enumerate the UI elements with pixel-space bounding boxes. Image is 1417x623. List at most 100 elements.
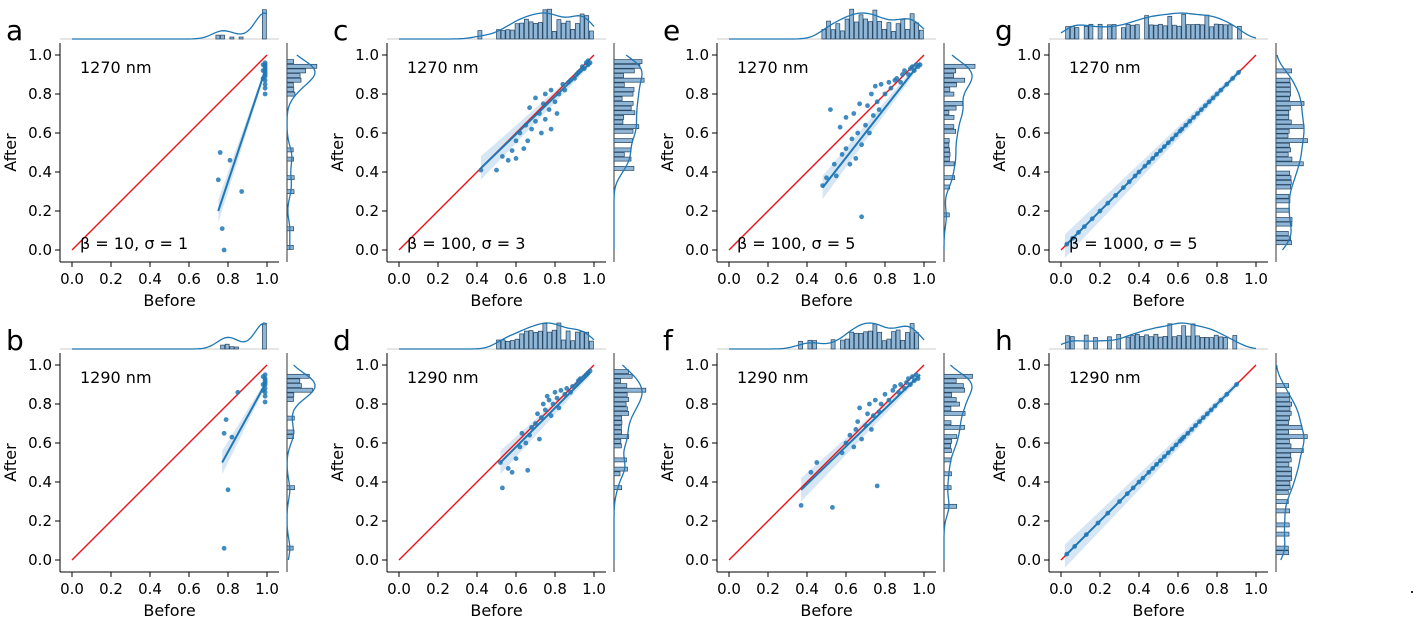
y-tick-label: 1.0: [1017, 356, 1041, 374]
right-hist-bar: [613, 406, 628, 412]
top-hist-bar: [1144, 15, 1149, 40]
data-point: [548, 87, 554, 93]
right-hist-bar: [1275, 91, 1291, 97]
x-tick-label: 0.4: [795, 580, 819, 598]
top-hist-bar: [830, 339, 836, 350]
data-point: [552, 99, 558, 105]
top-hist-bar: [914, 332, 920, 350]
right-hist-bar: [1275, 499, 1289, 504]
y-tick-label: 0.2: [355, 512, 379, 530]
y-tick-label: 0.8: [355, 85, 379, 103]
data-point: [500, 154, 505, 159]
top-hist-bar: [1083, 334, 1089, 350]
top-hist-bar: [863, 331, 868, 350]
x-tick-label: 0.4: [795, 270, 819, 288]
right-hist-bar: [1275, 240, 1292, 246]
top-hist-bar: [579, 13, 585, 40]
x-tick-label: 0.8: [873, 270, 897, 288]
x-tick-label: 1.0: [912, 270, 936, 288]
top-hist-bar: [830, 29, 836, 40]
x-tick-label: 1.0: [912, 580, 936, 598]
x-tick-label: 0.2: [99, 270, 123, 288]
top-kde-curve: [729, 322, 925, 350]
data-point: [882, 391, 888, 397]
right-hist-bar: [943, 124, 955, 129]
top-hist-bar: [1204, 14, 1210, 40]
right-hist-bar: [1275, 490, 1289, 495]
y-tick-label: 0.6: [28, 124, 52, 142]
right-hist-bar: [613, 401, 627, 407]
x-tick-label: 1.0: [1244, 270, 1268, 288]
data-point: [870, 113, 876, 118]
data-point: [513, 138, 519, 144]
panel-letter-g: g: [995, 14, 1013, 47]
panel-letter-c: c: [333, 14, 348, 47]
top-hist-bar: [589, 30, 594, 40]
right-hist-bar: [1275, 87, 1291, 92]
right-hist-bar: [1275, 115, 1290, 120]
data-point: [554, 395, 560, 401]
data-point: [906, 376, 911, 381]
data-point: [225, 487, 231, 493]
right-hist-bar: [613, 128, 634, 134]
data-point: [215, 177, 221, 183]
right-hist-bar: [613, 420, 623, 426]
top-hist-bar: [575, 331, 580, 350]
data-point: [587, 368, 593, 374]
panel-letter-e: e: [663, 14, 680, 47]
right-hist-bar: [1275, 457, 1292, 463]
top-hist-bar: [547, 331, 552, 350]
top-hist-bar: [872, 9, 878, 40]
data-point: [494, 167, 499, 173]
data-point: [865, 103, 870, 109]
data-point: [217, 150, 223, 155]
top-hist-bar: [1116, 334, 1122, 350]
x-tick-label: 0.8: [543, 580, 567, 598]
y-tick-label: 0.4: [28, 473, 52, 491]
params-label: β = 10, σ = 1: [80, 234, 188, 253]
data-point: [876, 107, 882, 112]
top-hist-bar: [895, 329, 901, 350]
x-tick-label: 0.0: [387, 580, 411, 598]
right-hist-bar: [1275, 397, 1291, 402]
panel-letter-f: f: [663, 324, 674, 357]
right-hist-bar: [613, 378, 621, 384]
right-hist-bar: [943, 443, 951, 449]
right-hist-bar: [943, 101, 963, 106]
data-point: [839, 152, 845, 157]
x-axis-label: Before: [470, 291, 522, 310]
top-hist-bar: [1144, 334, 1149, 350]
top-hist-bar: [826, 20, 831, 40]
right-hist-bar: [1275, 142, 1290, 148]
top-hist-bar: [905, 332, 910, 350]
top-hist-bar: [1125, 24, 1131, 40]
top-hist-bar: [1097, 23, 1103, 40]
right-hist-bar: [943, 434, 958, 439]
top-hist-bar: [1181, 13, 1187, 40]
right-hist-bar: [1275, 217, 1293, 222]
x-tick-label: 1.0: [582, 270, 606, 288]
identity-line: [728, 54, 925, 251]
data-point: [888, 85, 894, 91]
data-point: [867, 401, 872, 407]
data-point: [558, 388, 564, 393]
data-point: [824, 175, 829, 181]
data-point: [878, 401, 884, 407]
top-hist-bar: [505, 29, 511, 40]
top-hist-bar: [1107, 336, 1112, 350]
data-point: [890, 388, 896, 393]
data-point: [814, 460, 820, 465]
data-point: [898, 382, 903, 387]
top-hist-bar: [1223, 337, 1228, 350]
top-hist-bar: [262, 9, 267, 40]
data-point: [223, 417, 229, 422]
top-hist-bar: [220, 344, 225, 350]
top-hist-bar: [537, 330, 543, 350]
wavelength-label: 1290 nm: [737, 368, 809, 387]
y-tick-label: 0.8: [685, 395, 709, 413]
data-point: [533, 95, 538, 101]
top-hist-bar: [1158, 23, 1163, 40]
x-tick-label: 1.0: [255, 580, 279, 598]
top-hist-bar: [849, 331, 855, 350]
right-hist-bar: [943, 68, 956, 74]
